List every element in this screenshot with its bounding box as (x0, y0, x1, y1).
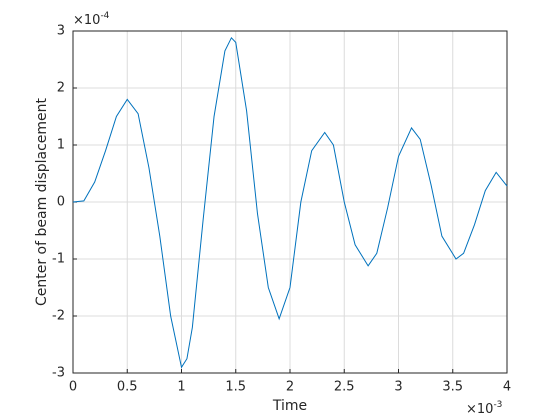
x-tick-label: 4 (503, 380, 511, 395)
x-tick-label: 0.5 (117, 380, 138, 395)
y-tick-label: -3 (52, 366, 65, 381)
y-exponent-base: ×10 (73, 13, 100, 28)
y-exponent-power: -4 (100, 11, 109, 21)
y-tick-label: -1 (52, 252, 65, 267)
x-tick-label: 3 (394, 380, 402, 395)
y-axis-label: Center of beam displacement (34, 97, 50, 306)
x-tick-label: 2.5 (334, 380, 355, 395)
x-tick-label: 1.5 (225, 380, 246, 395)
x-exponent-base: ×10 (466, 402, 493, 417)
x-tick-label: 0 (69, 380, 77, 395)
x-exponent: ×10-3 (466, 400, 502, 417)
y-tick-label: 3 (57, 24, 65, 39)
y-exponent: ×10-4 (73, 11, 110, 28)
y-tick-label: 2 (57, 81, 65, 96)
x-tick-label: 2 (286, 380, 294, 395)
y-tick-label: -2 (52, 309, 65, 324)
data-line (72, 36, 508, 369)
x-tick-label: 1 (177, 380, 185, 395)
y-tick-label: 0 (57, 195, 65, 210)
x-exponent-power: -3 (493, 400, 502, 410)
x-axis-label: Time (272, 398, 307, 414)
x-tick-label: 3.5 (442, 380, 463, 395)
y-tick-label: 1 (57, 138, 65, 153)
